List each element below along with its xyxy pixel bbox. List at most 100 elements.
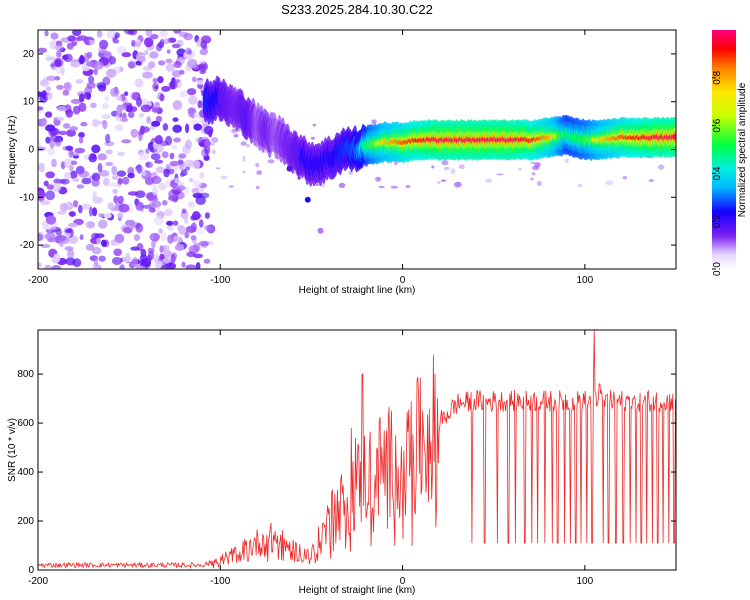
noise-blob xyxy=(44,264,52,269)
noise-blob xyxy=(69,126,78,132)
noise-blob xyxy=(91,246,102,255)
noise-blob xyxy=(78,93,85,103)
noise-blob xyxy=(179,172,185,177)
noise-blob xyxy=(151,176,162,184)
noise-blob xyxy=(80,121,88,127)
noise-blob xyxy=(96,30,103,38)
faint-blob xyxy=(496,173,504,176)
faint-blob xyxy=(312,123,316,127)
noise-blob xyxy=(53,57,64,68)
noise-blob xyxy=(165,135,173,146)
faint-blob xyxy=(242,155,246,162)
y-tick-label: 20 xyxy=(23,49,35,60)
snr-series-line xyxy=(38,330,676,569)
noise-blob xyxy=(184,186,190,195)
noise-blob xyxy=(125,104,134,113)
noise-blob xyxy=(191,187,199,194)
noise-blob xyxy=(70,170,78,179)
noise-blob xyxy=(149,51,159,59)
noise-blob xyxy=(185,47,192,55)
noise-blob xyxy=(120,117,129,123)
noise-blob xyxy=(68,148,74,158)
noise-blob xyxy=(164,208,173,217)
ridge-mark xyxy=(671,133,676,140)
noise-blob xyxy=(171,43,181,49)
noise-blob xyxy=(162,200,168,206)
noise-blob xyxy=(148,202,156,210)
noise-blob xyxy=(40,244,51,248)
noise-blob xyxy=(173,137,181,143)
snr-y-ticks: 0 200 400 600 800 xyxy=(17,369,676,576)
noise-blob xyxy=(153,215,164,226)
noise-blob xyxy=(38,262,42,268)
noise-blob xyxy=(160,232,168,242)
noise-blob xyxy=(56,50,62,58)
faint-blob xyxy=(530,177,534,181)
noise-blob xyxy=(167,234,174,244)
noise-blob xyxy=(117,46,127,54)
noise-blob xyxy=(67,35,76,42)
noise-blob xyxy=(117,195,124,204)
noise-blob xyxy=(76,184,85,189)
noise-blob xyxy=(128,61,136,69)
x-tick-label: -200 xyxy=(28,576,48,587)
faint-blob xyxy=(371,119,377,125)
noise-blob xyxy=(38,162,45,173)
noise-blob xyxy=(151,239,156,249)
noise-blob xyxy=(122,226,132,234)
noise-blob xyxy=(157,76,164,84)
noise-blob xyxy=(78,132,85,138)
noise-blob xyxy=(104,95,110,103)
noise-blob xyxy=(163,168,170,178)
noise-blob xyxy=(90,102,97,109)
noise-blob xyxy=(105,161,114,166)
noise-blob xyxy=(114,124,123,132)
noise-blob xyxy=(198,219,204,228)
noise-blob xyxy=(170,253,176,264)
noise-blob xyxy=(106,30,116,39)
noise-blob xyxy=(147,141,155,151)
noise-blob xyxy=(101,102,109,110)
noise-blob xyxy=(150,34,159,40)
colorbar-tick-label: 0.4 xyxy=(712,166,723,180)
noise-blob xyxy=(68,222,78,228)
noise-blob xyxy=(149,232,161,242)
noise-blob xyxy=(58,130,68,136)
faint-blob xyxy=(564,158,569,163)
noise-blob xyxy=(193,123,202,131)
noise-blob xyxy=(60,66,65,76)
noise-blob xyxy=(91,144,101,154)
noise-blob xyxy=(72,177,80,182)
noise-blob xyxy=(45,124,56,132)
noise-blob xyxy=(113,195,119,204)
noise-blob xyxy=(117,151,125,156)
noise-blob xyxy=(88,75,95,84)
x-tick-label: -100 xyxy=(210,576,230,587)
noise-blob xyxy=(144,49,149,56)
faint-blob xyxy=(255,162,260,168)
noise-blob xyxy=(47,147,56,156)
noise-blob xyxy=(199,172,205,179)
noise-blob xyxy=(64,228,73,234)
noise-blob xyxy=(159,93,165,102)
noise-blob xyxy=(159,39,165,45)
noise-blob xyxy=(136,164,143,174)
noise-blob xyxy=(190,222,197,233)
snr-panel: -200 -100 0 100 0 200 400 600 800 Height of str… xyxy=(7,329,677,596)
noise-blob xyxy=(102,119,108,130)
noise-blob xyxy=(171,79,181,84)
noise-blob xyxy=(96,236,101,245)
noise-blob xyxy=(81,177,92,185)
noise-blob xyxy=(56,116,64,122)
noise-blob xyxy=(68,211,76,217)
noise-blob xyxy=(177,159,184,165)
noise-blob xyxy=(38,142,42,147)
spectrogram-y-ticks: -20 -10 0 10 20 xyxy=(20,49,676,251)
noise-blob xyxy=(56,105,67,112)
noise-blob xyxy=(112,175,119,180)
faint-blob xyxy=(605,180,613,186)
noise-blob xyxy=(118,203,130,213)
noise-blob xyxy=(172,124,182,133)
noise-blob xyxy=(203,258,211,264)
noise-blob xyxy=(105,133,111,144)
